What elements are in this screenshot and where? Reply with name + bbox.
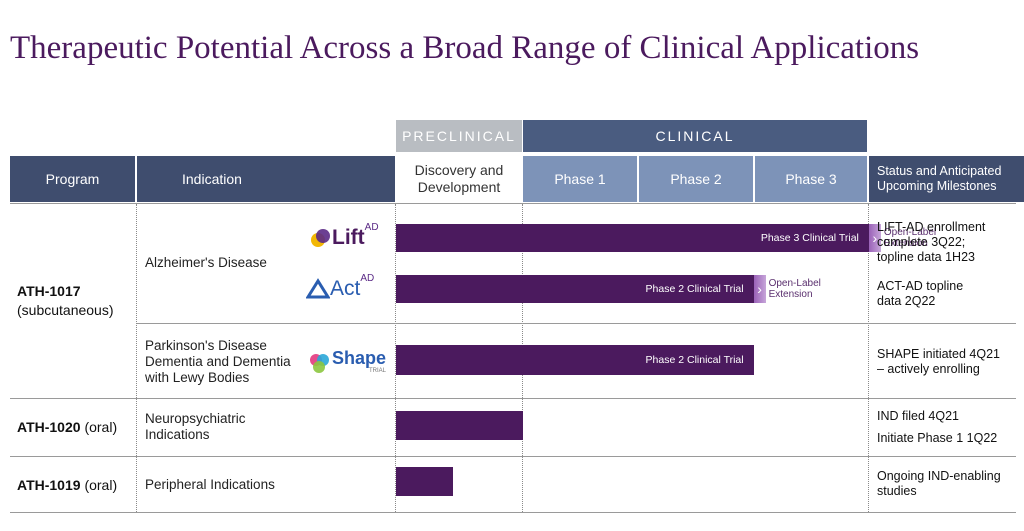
status-shape-line2: – actively enrolling [877,362,980,376]
page-title: Therapeutic Potential Across a Broad Ran… [10,30,920,66]
act-ad-logo-sup: AD [360,273,375,284]
program-ath1017-route: (subcutaneous) [17,302,114,318]
shape-trial-logo: Shape TRIAL [308,345,386,375]
indication-neuropsychiatric: Neuropsychiatric Indications [145,411,246,443]
header-phase1: Phase 1 [523,156,637,202]
shape-trial-logo-mark [310,354,329,373]
lift-ad-logo-text: Lift [332,226,365,249]
act-ad-ole-line2: Extension [768,289,813,300]
lift-ad-phase3-bar: Phase 3 Clinical Trial [396,224,869,252]
program-ath1019-name: ATH-1019 [17,477,81,493]
lift-ad-logo: Lift AD [310,222,379,250]
header-discovery: Discovery and Development [396,156,522,202]
indication-pdd: Parkinson's Disease Dementia and Dementi… [145,338,291,386]
indication-alzheimers: Alzheimer's Disease [145,255,267,270]
divider-program-indication [136,204,137,512]
indication-pdd-line3: with Lewy Bodies [145,370,250,385]
header-indication-label: Indication [182,170,242,187]
status-lift-ad: LIFT-AD enrollment complete 3Q22; toplin… [877,220,985,265]
row-line-bottom [10,512,1016,513]
program-ath1017: ATH-1017 (subcutaneous) [17,282,114,320]
status-act-line2: data 2Q22 [877,294,936,308]
status-act-ad: ACT-AD topline data 2Q22 [877,279,963,309]
header-program: Program [10,156,135,202]
program-ath1020-name: ATH-1020 [17,419,81,435]
row-line-pdd [137,323,1016,324]
program-ath1017-name: ATH-1017 [17,283,81,299]
divider-indication-discovery [395,204,396,512]
header-indication: Indication [137,156,395,202]
lift-ad-ole-line2: Extension [883,238,928,249]
status-ath1020: IND filed 4Q21 Initiate Phase 1 1Q22 [877,409,997,446]
status-shape-line1: SHAPE initiated 4Q21 [877,347,1000,361]
act-ad-logo-text: Act [330,277,361,300]
status-ath1019-line1: Ongoing IND-enabling [877,469,1001,483]
lift-ad-ole-extension: › Open-Label Extension [868,224,939,252]
act-ad-ole-label: Open-Label Extension [766,278,821,300]
status-ath1019: Ongoing IND-enabling studies [877,469,1001,499]
indication-neuro-line2: Indications [145,427,210,442]
lift-ad-logo-mark [311,229,330,247]
act-ad-logo-mark [306,278,330,299]
indication-neuro-line1: Neuropsychiatric [145,411,246,426]
indication-peripheral: Peripheral Indications [145,477,275,492]
preclinical-banner: PRECLINICAL [396,120,522,152]
lift-ad-ole-label: Open-Label Extension [881,227,936,249]
program-ath1019: ATH-1019 (oral) [17,476,117,495]
status-ath1019-line2: studies [877,484,917,498]
act-ad-ole-line1: Open-Label [768,278,821,289]
row-line-ath1019 [10,456,1016,457]
status-act-line1: ACT-AD topline [877,279,964,293]
indication-pdd-line1: Parkinson's Disease [145,338,267,353]
shape-phase2-bar: Phase 2 Clinical Trial [396,345,754,375]
chevron-right-icon: › [753,275,766,303]
status-lift-line3: topline data 1H23 [877,250,975,264]
status-lift-line2: complete 3Q22; [877,235,966,249]
lift-ad-ole-line1: Open-Label [883,227,937,238]
row-line-top [10,203,1016,204]
header-discovery-label: Discovery and Development [414,162,504,195]
header-status: Status and Anticipated Upcoming Mileston… [869,156,1024,202]
chevron-right-icon: › [868,224,881,252]
act-ad-phase2-bar: Phase 2 Clinical Trial [396,275,754,303]
status-shape: SHAPE initiated 4Q21 – actively enrollin… [877,347,1000,377]
lift-ad-logo-sup: AD [364,222,379,233]
ath1019-discovery-bar [396,467,454,496]
shape-trial-logo-text: Shape [332,348,387,368]
program-ath1020: ATH-1020 (oral) [17,418,117,437]
program-ath1020-route: (oral) [84,419,118,435]
ath1020-discovery-bar [396,411,523,440]
act-ad-logo: Act AD [306,273,374,301]
indication-pdd-line2: Dementia and Dementia [145,354,291,369]
status-lift-line1: LIFT-AD enrollment [877,220,986,234]
shape-trial-logo-sub: TRIAL [369,368,387,374]
status-ath1020-line1: IND filed 4Q21 [877,409,959,423]
program-ath1019-route: (oral) [84,477,118,493]
divider-clinical-status [868,204,869,512]
header-status-label: Status and Anticipated Upcoming Mileston… [877,164,1002,193]
row-line-ath1020 [10,398,1016,399]
header-phase3: Phase 3 [755,156,867,202]
clinical-banner: CLINICAL [523,120,867,152]
act-ad-ole-extension: › Open-Label Extension [753,275,828,303]
header-phase2: Phase 2 [639,156,753,202]
status-ath1020-line2: Initiate Phase 1 1Q22 [877,431,998,445]
